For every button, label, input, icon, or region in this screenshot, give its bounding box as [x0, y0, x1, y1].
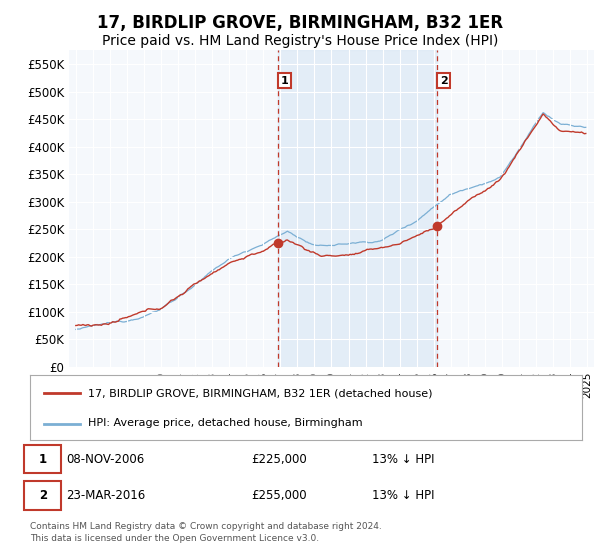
- Text: 17, BIRDLIP GROVE, BIRMINGHAM, B32 1ER: 17, BIRDLIP GROVE, BIRMINGHAM, B32 1ER: [97, 14, 503, 32]
- Text: 2: 2: [39, 489, 47, 502]
- Text: £225,000: £225,000: [251, 452, 307, 465]
- Text: 1: 1: [281, 76, 289, 86]
- Text: 2: 2: [440, 76, 448, 86]
- FancyBboxPatch shape: [25, 445, 61, 473]
- Bar: [278, 50, 437, 367]
- Text: 08-NOV-2006: 08-NOV-2006: [66, 452, 144, 465]
- Text: Price paid vs. HM Land Registry's House Price Index (HPI): Price paid vs. HM Land Registry's House …: [102, 34, 498, 48]
- Text: £255,000: £255,000: [251, 489, 307, 502]
- Text: HPI: Average price, detached house, Birmingham: HPI: Average price, detached house, Birm…: [88, 418, 362, 428]
- Text: Contains HM Land Registry data © Crown copyright and database right 2024.
This d: Contains HM Land Registry data © Crown c…: [30, 522, 382, 543]
- Text: 13% ↓ HPI: 13% ↓ HPI: [372, 489, 435, 502]
- Text: 1: 1: [39, 452, 47, 465]
- Text: 13% ↓ HPI: 13% ↓ HPI: [372, 452, 435, 465]
- Text: 17, BIRDLIP GROVE, BIRMINGHAM, B32 1ER (detached house): 17, BIRDLIP GROVE, BIRMINGHAM, B32 1ER (…: [88, 388, 433, 398]
- Text: 23-MAR-2016: 23-MAR-2016: [66, 489, 145, 502]
- FancyBboxPatch shape: [25, 481, 61, 510]
